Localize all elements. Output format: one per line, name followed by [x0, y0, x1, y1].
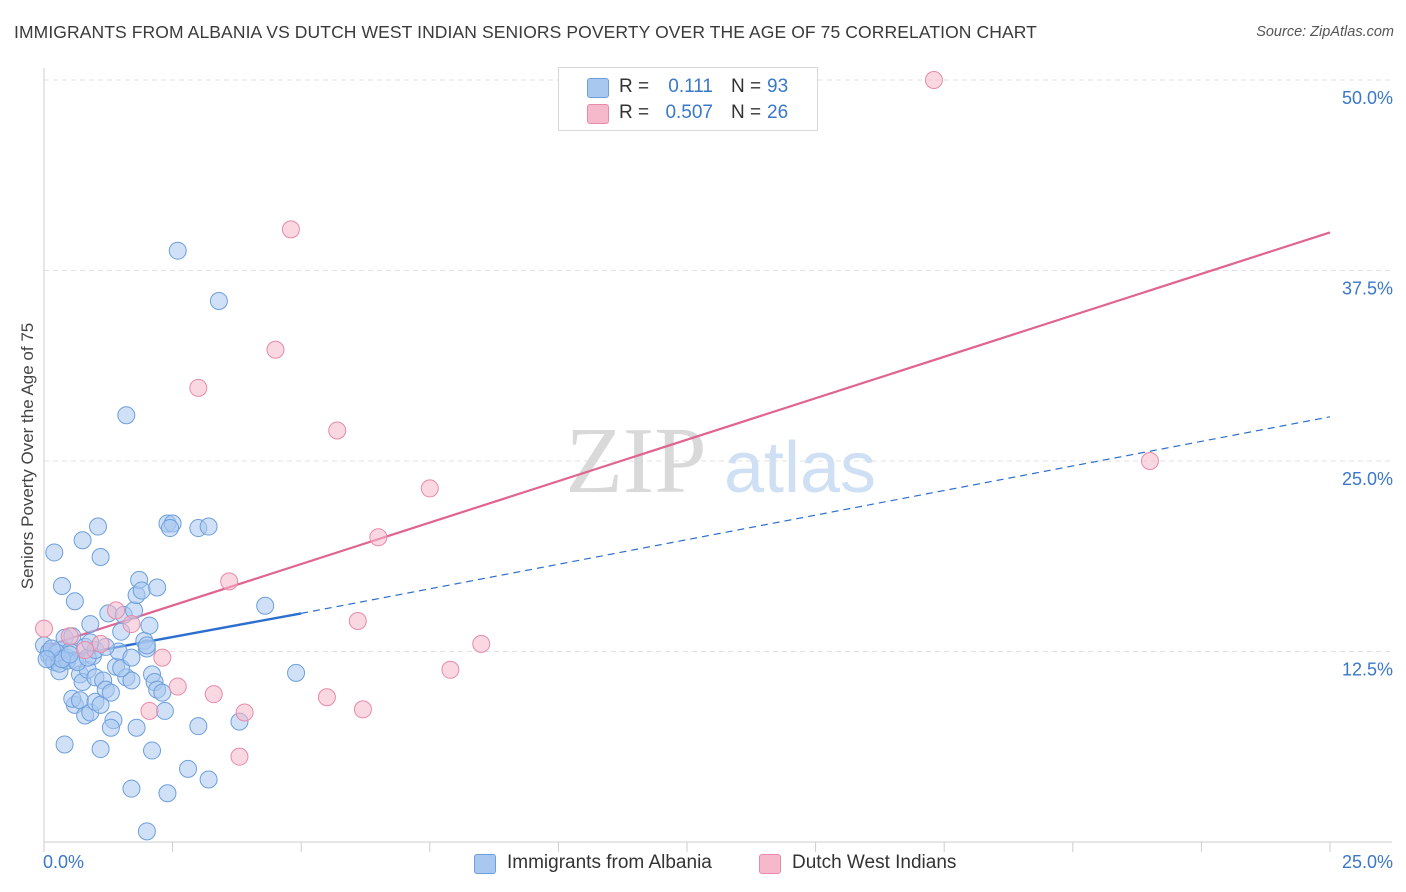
- x-tick-label-min: 0.0%: [43, 852, 85, 872]
- legend-r-label: R =: [619, 76, 650, 97]
- legend-n-label: N =: [731, 102, 762, 123]
- albania-point: [91, 548, 110, 567]
- legend-n-label: N =: [731, 76, 762, 97]
- albania-point: [153, 683, 172, 702]
- bottom-legend: Immigrants from Albania Dutch West India…: [0, 852, 1406, 878]
- albania-point: [91, 740, 110, 759]
- dutch-point: [1140, 452, 1159, 470]
- albania-point: [148, 578, 167, 597]
- gridlines: [44, 79, 1392, 652]
- albania-point: [209, 291, 228, 310]
- albania-point: [65, 592, 84, 611]
- albania-point: [287, 663, 306, 682]
- y-tick-label: 12.5%: [1342, 660, 1393, 680]
- albania-point: [155, 701, 174, 720]
- albania-point: [199, 770, 218, 789]
- albania-point: [89, 517, 108, 536]
- y-tick-label: 25.0%: [1342, 469, 1393, 489]
- dutch-point: [91, 634, 110, 653]
- watermark-atlas: atlas: [724, 428, 876, 508]
- dutch-point: [924, 71, 943, 89]
- albania-point: [122, 648, 141, 667]
- albania-point: [199, 517, 218, 536]
- dutch-points: [35, 71, 1159, 766]
- bottom-legend-label-dutch: Dutch West Indians: [792, 852, 957, 873]
- dutch-point: [281, 220, 300, 239]
- source-label: Source: ZipAtlas.com: [1256, 24, 1394, 40]
- albania-point: [45, 543, 64, 562]
- dutch-point: [107, 601, 126, 620]
- albania-point: [179, 759, 198, 778]
- albania-point: [168, 241, 187, 260]
- albania-point: [101, 718, 120, 737]
- albania-point: [137, 822, 156, 841]
- dutch-point: [35, 619, 53, 638]
- dutch-point: [441, 660, 460, 679]
- albania-point: [37, 650, 56, 669]
- albania-point: [117, 406, 136, 425]
- bottom-legend-label-albania: Immigrants from Albania: [507, 852, 712, 873]
- albania-point: [101, 683, 120, 702]
- dutch-point: [60, 627, 79, 646]
- dutch-point: [220, 572, 239, 591]
- trendline-dutch: [43, 231, 1331, 648]
- axes: [43, 68, 1392, 852]
- watermark: ZIP atlas: [566, 409, 877, 513]
- dutch-point: [420, 479, 439, 498]
- legend-n-value: 26: [767, 102, 789, 123]
- dutch-point: [328, 421, 347, 440]
- dutch-point: [353, 700, 372, 719]
- albania-point: [137, 636, 156, 655]
- dutch-point: [140, 701, 159, 720]
- dutch-point: [235, 703, 254, 722]
- legend-r-label: R =: [619, 102, 650, 123]
- albania-point: [55, 735, 74, 754]
- legend-box: R = 0.111 N = 93 R = 0.507 N = 26: [558, 67, 818, 131]
- dutch-point: [369, 528, 388, 547]
- chart-title: IMMIGRANTS FROM ALBANIA VS DUTCH WEST IN…: [14, 22, 1037, 42]
- albania-point: [60, 645, 79, 664]
- legend-r-value: 0.507: [665, 102, 713, 123]
- albania-point: [158, 784, 177, 803]
- x-tick-label-max: 25.0%: [1341, 852, 1393, 872]
- legend-swatch-albania: [587, 78, 609, 98]
- legend-r-value: 0.111: [668, 76, 713, 97]
- bottom-legend-swatch-dutch: [759, 854, 781, 874]
- trendline-albania-extension: [301, 416, 1331, 614]
- dutch-point: [266, 340, 285, 359]
- dutch-point: [153, 648, 172, 667]
- dutch-point: [122, 615, 141, 634]
- legend-swatch-dutch: [587, 104, 609, 124]
- bottom-legend-swatch-albania: [474, 854, 496, 874]
- y-tick-label: 50.0%: [1342, 88, 1393, 108]
- dutch-point: [168, 677, 187, 696]
- albania-point: [73, 531, 92, 550]
- dutch-point: [76, 640, 95, 659]
- albania-point: [81, 615, 100, 634]
- albania-point: [132, 581, 151, 600]
- dutch-point: [204, 685, 223, 704]
- dutch-point: [230, 747, 249, 766]
- albania-point: [256, 596, 275, 615]
- dutch-point: [348, 612, 367, 631]
- y-tick-label: 37.5%: [1342, 279, 1393, 299]
- albania-point: [189, 717, 208, 736]
- dutch-point: [317, 688, 336, 707]
- albania-point: [143, 741, 162, 760]
- albania-point: [161, 519, 180, 538]
- albania-point: [122, 779, 141, 798]
- albania-point: [127, 718, 146, 737]
- albania-point: [122, 671, 141, 690]
- dutch-point: [472, 634, 491, 653]
- albania-points: [35, 241, 306, 841]
- dutch-point: [189, 378, 208, 397]
- watermark-zip: ZIP: [566, 409, 707, 513]
- legend-n-value: 93: [767, 76, 789, 97]
- albania-point: [140, 616, 159, 635]
- y-tick-labels: 12.5% 25.0% 37.5% 50.0%: [1342, 88, 1393, 680]
- albania-point: [53, 576, 72, 595]
